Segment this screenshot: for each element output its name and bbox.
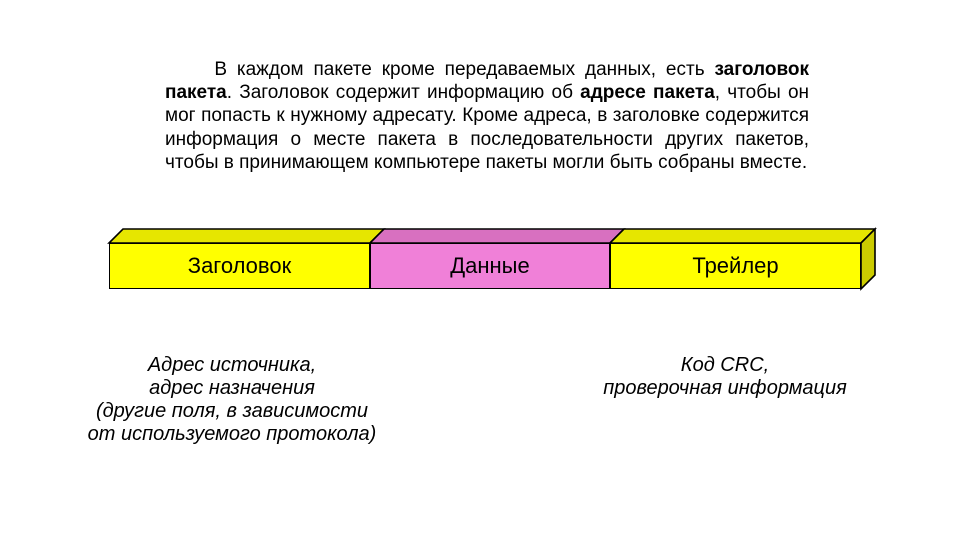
bar-segment-trailer: Трейлер	[610, 243, 861, 289]
bar-segment-top-header	[109, 229, 384, 243]
caption-trailer: Код CRC,проверочная информация	[575, 354, 875, 400]
bar-segment-top-data	[370, 229, 624, 243]
bar-segment-label-data: Данные	[450, 253, 529, 279]
packet-structure-bar: Заголовок Данные Трейлер	[0, 0, 960, 540]
bar-segment-label-header: Заголовок	[188, 253, 291, 279]
bar-segment-label-trailer: Трейлер	[692, 253, 778, 279]
bar-segment-header: Заголовок	[109, 243, 370, 289]
slide: В каждом пакете кроме передаваемых данны…	[0, 0, 960, 540]
bar-segment-data: Данные	[370, 243, 610, 289]
caption-header: Адрес источника,адрес назначения(другие …	[77, 354, 387, 446]
bar-segment-top-trailer	[610, 229, 875, 243]
